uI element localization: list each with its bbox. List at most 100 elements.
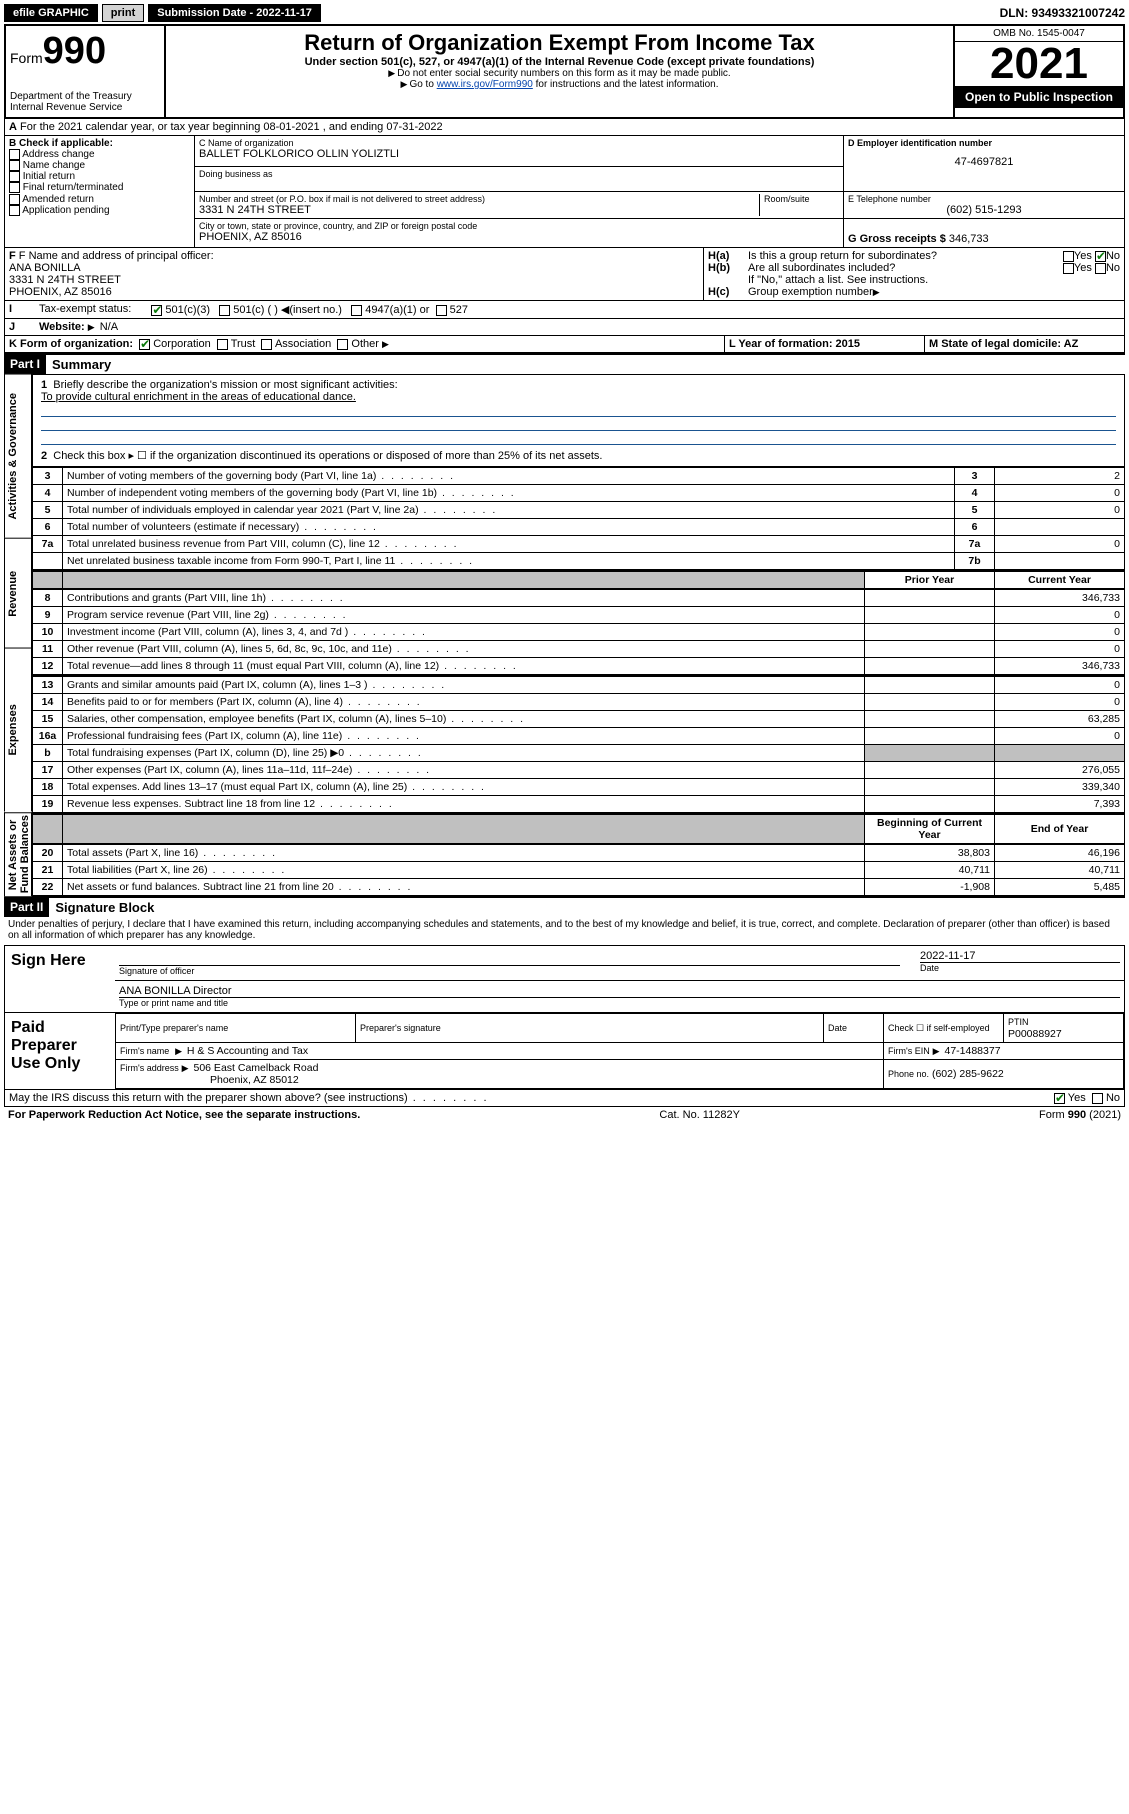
section-j: J Website: N/A	[4, 319, 1125, 336]
sig-officer-label: Signature of officer	[119, 966, 900, 976]
cb-application-pending[interactable]	[9, 205, 20, 216]
cb-name-change[interactable]	[9, 160, 20, 171]
governance-table: 3Number of voting members of the governi…	[32, 467, 1125, 570]
expenses-table: 13Grants and similar amounts paid (Part …	[32, 675, 1125, 813]
opt-name-change: Name change	[23, 160, 85, 171]
col-prior: Prior Year	[865, 571, 995, 589]
signature-block: Sign Here Signature of officer 2022-11-1…	[4, 945, 1125, 1090]
part2-badge: Part II	[4, 898, 49, 917]
inspection-badge: Open to Public Inspection	[955, 86, 1123, 108]
hb-label: Are all subordinates included?	[748, 262, 1063, 274]
sig-date-label: Date	[920, 962, 1120, 973]
part2-header-row: Part II Signature Block	[4, 896, 1125, 917]
opt-amended-return: Amended return	[22, 194, 94, 205]
cb-assoc[interactable]	[261, 339, 272, 350]
may-irs-row: May the IRS discuss this return with the…	[4, 1090, 1125, 1107]
irs-label: Internal Revenue Service	[10, 102, 160, 113]
col-end: End of Year	[995, 814, 1125, 844]
addr-label: Number and street (or P.O. box if mail i…	[199, 194, 759, 204]
ptin-value: P00088927	[1008, 1028, 1062, 1040]
firm-name-label: Firm's name	[120, 1046, 169, 1056]
street-address: 3331 N 24TH STREET	[199, 204, 759, 216]
opt-other: Other	[351, 338, 379, 350]
part2-title: Signature Block	[49, 898, 160, 917]
irs-no: No	[1106, 1092, 1120, 1104]
print-button[interactable]: print	[102, 4, 144, 22]
part1-title: Summary	[46, 355, 117, 374]
ptin-label: PTIN	[1008, 1017, 1029, 1027]
gross-receipts-label: G Gross receipts $	[848, 233, 946, 245]
taxyear-text: For the 2021 calendar year, or tax year …	[20, 121, 443, 133]
cb-address-change[interactable]	[9, 149, 20, 160]
section-klm: K Form of organization: Corporation Trus…	[4, 336, 1125, 353]
form-label: Form	[10, 50, 43, 66]
form-990-page: efile GRAPHIC print Submission Date - 20…	[0, 0, 1129, 1127]
firm-addr-label: Firm's address	[120, 1063, 179, 1073]
identity-block: B Check if applicable: Address change Na…	[4, 136, 1125, 248]
website-label: Website:	[39, 321, 85, 333]
firm-phone-label: Phone no.	[888, 1069, 929, 1079]
opt-assoc: Association	[275, 338, 331, 350]
goto-prefix: Go to	[401, 79, 437, 90]
officer-name-title: ANA BONILLA Director	[119, 985, 1120, 997]
cb-hb-no[interactable]	[1095, 263, 1106, 274]
cb-corp[interactable]	[139, 339, 150, 350]
section-b: B Check if applicable: Address change Na…	[5, 136, 195, 247]
opt-527: 527	[450, 304, 468, 316]
sign-here-label: Sign Here	[5, 946, 115, 1012]
footer-left: For Paperwork Reduction Act Notice, see …	[8, 1109, 360, 1121]
section-a-taxyear: A For the 2021 calendar year, or tax yea…	[4, 119, 1125, 136]
prep-name-label: Print/Type preparer's name	[120, 1023, 228, 1033]
col-beginning: Beginning of Current Year	[865, 814, 995, 844]
cb-501c[interactable]	[219, 305, 230, 316]
firm-addr1: 506 East Camelback Road	[194, 1062, 319, 1074]
instructions-link[interactable]: www.irs.gov/Form990	[437, 79, 533, 90]
cb-initial-return[interactable]	[9, 171, 20, 182]
footer-right: Form 990 (2021)	[1039, 1109, 1121, 1121]
opt-final-return: Final return/terminated	[23, 183, 124, 194]
opt-trust: Trust	[231, 338, 256, 350]
netassets-header: Beginning of Current YearEnd of Year	[32, 813, 1125, 844]
room-label: Room/suite	[764, 194, 839, 204]
firm-ein-label: Firm's EIN	[888, 1046, 930, 1056]
cb-527[interactable]	[436, 305, 447, 316]
sig-date-value: 2022-11-17	[920, 950, 1120, 962]
header-right: OMB No. 1545-0047 2021 Open to Public In…	[953, 26, 1123, 117]
cb-amended-return[interactable]	[9, 194, 20, 205]
cb-hb-yes[interactable]	[1063, 263, 1074, 274]
vtab-netassets: Net Assets or Fund Balances	[4, 812, 32, 896]
q2-text: Check this box ▸ ☐ if the organization d…	[53, 450, 602, 462]
year-formation: L Year of formation: 2015	[729, 338, 860, 350]
cb-501c3[interactable]	[151, 305, 162, 316]
vtab-governance: Activities & Governance	[4, 374, 32, 538]
part1-body: Activities & Governance Revenue Expenses…	[4, 374, 1125, 896]
paid-preparer-label: Paid Preparer Use Only	[5, 1013, 115, 1089]
ha-label: Is this a group return for subordinates?	[748, 250, 1063, 262]
subtitle-1: Under section 501(c), 527, or 4947(a)(1)…	[170, 56, 949, 68]
irs-yes: Yes	[1068, 1092, 1086, 1104]
cb-irs-yes[interactable]	[1054, 1093, 1065, 1104]
prep-date-label: Date	[828, 1023, 847, 1033]
declaration-text: Under penalties of perjury, I declare th…	[4, 917, 1125, 943]
may-irs-text: May the IRS discuss this return with the…	[9, 1092, 1054, 1104]
phone-value: (602) 515-1293	[848, 204, 1120, 216]
q1-label: Briefly describe the organization's miss…	[53, 379, 397, 391]
section-b-title: B Check if applicable:	[9, 138, 190, 149]
cb-ha-no[interactable]	[1095, 251, 1106, 262]
prep-sig-label: Preparer's signature	[360, 1023, 441, 1033]
cb-irs-no[interactable]	[1092, 1093, 1103, 1104]
cb-final-return[interactable]	[9, 182, 20, 193]
check-self-employed: Check ☐ if self-employed	[888, 1023, 990, 1033]
cb-4947[interactable]	[351, 305, 362, 316]
ein-label: D Employer identification number	[848, 138, 1120, 148]
org-name-label: C Name of organization	[199, 138, 839, 148]
cb-ha-yes[interactable]	[1063, 251, 1074, 262]
type-name-label: Type or print name and title	[119, 997, 1120, 1008]
cb-trust[interactable]	[217, 339, 228, 350]
hc-label: Group exemption number	[748, 286, 873, 298]
state-domicile: M State of legal domicile: AZ	[929, 338, 1078, 350]
vtab-revenue: Revenue	[4, 538, 32, 649]
vtab-expenses: Expenses	[4, 648, 32, 812]
goto-suffix: for instructions and the latest informat…	[533, 79, 719, 90]
cb-other[interactable]	[337, 339, 348, 350]
